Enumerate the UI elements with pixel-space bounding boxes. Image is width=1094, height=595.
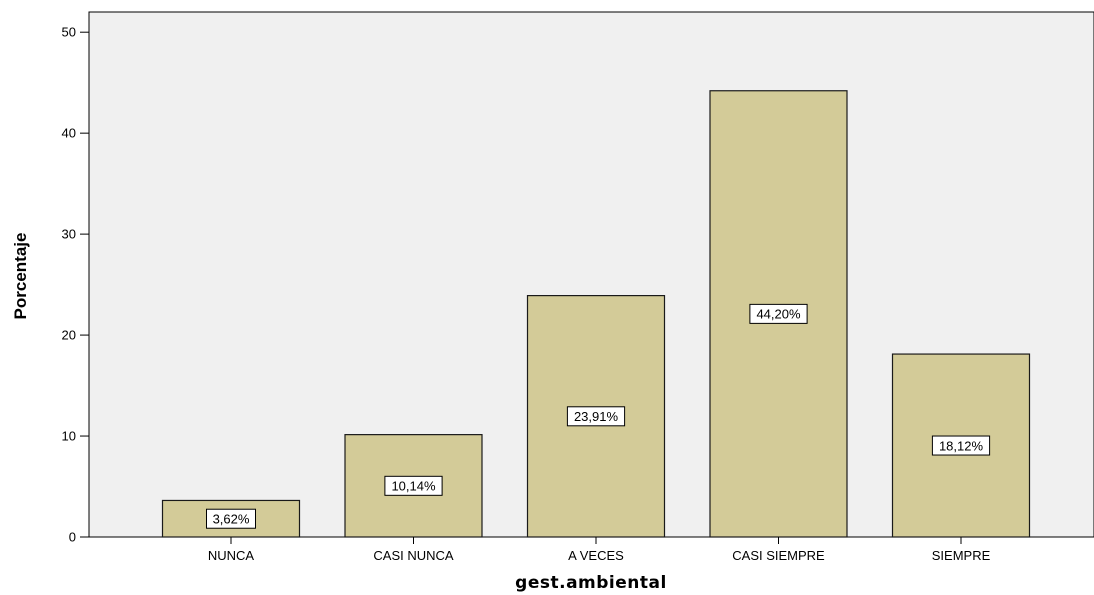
x-tick-label: NUNCA xyxy=(208,548,255,563)
data-label-box xyxy=(566,406,626,427)
y-axis-title: Porcentaje xyxy=(11,233,30,320)
data-label-box xyxy=(931,435,991,456)
data-label: 44,20% xyxy=(756,307,801,322)
data-label: 10,14% xyxy=(391,479,436,494)
x-tick-label: CASI NUNCA xyxy=(373,548,454,563)
x-axis: NUNCA CASI NUNCA A VECES CASI SIEMPRE SIEMPR… xyxy=(208,537,991,563)
y-tick-label: 40 xyxy=(62,126,76,141)
data-label: 23,91% xyxy=(574,409,619,424)
data-label-box xyxy=(206,508,256,529)
data-label: 3,62% xyxy=(213,512,250,527)
y-tick-label: 50 xyxy=(62,25,76,40)
y-tick-label: 10 xyxy=(62,429,76,444)
bars: 3,62% 10,14% 23,91% 44,20% 18,12% xyxy=(161,90,1031,538)
data-label-box xyxy=(749,303,808,324)
x-tick-label: CASI SIEMPRE xyxy=(732,548,825,563)
y-axis: 0 10 20 30 40 50 xyxy=(62,12,90,545)
y-tick-label: 30 xyxy=(62,227,76,242)
x-tick-label: SIEMPRE xyxy=(932,548,991,563)
x-axis-title: gest.ambiental xyxy=(515,573,667,593)
x-tick-label: A VECES xyxy=(568,548,624,563)
data-label-box xyxy=(384,475,443,496)
y-tick-label: 0 xyxy=(69,530,76,545)
y-tick-label: 20 xyxy=(62,328,76,343)
data-label: 18,12% xyxy=(939,438,984,453)
